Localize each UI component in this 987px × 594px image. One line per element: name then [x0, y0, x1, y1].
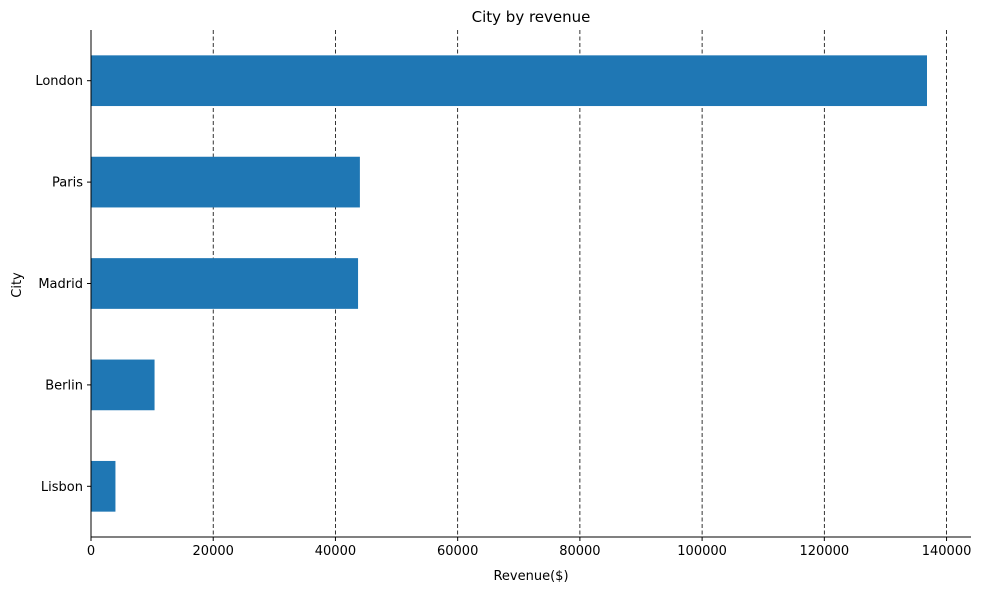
y-ticks: London Paris Madrid Berlin Lisbon — [35, 74, 91, 495]
bar-berlin — [91, 359, 155, 411]
x-tick-label: 0 — [87, 544, 95, 559]
x-tick-label: 80000 — [559, 544, 600, 559]
bar-lisbon — [91, 460, 116, 512]
x-axis-label: Revenue($) — [493, 569, 568, 584]
bar-paris — [91, 156, 360, 208]
x-tick-label: 140000 — [922, 544, 972, 559]
x-tick-label: 60000 — [437, 544, 478, 559]
bar-london — [91, 55, 927, 107]
bars — [91, 55, 927, 512]
x-tick-label: 20000 — [193, 544, 234, 559]
y-tick-label: Berlin — [45, 378, 83, 393]
chart-title: City by revenue — [472, 8, 591, 26]
x-tick-label: 120000 — [800, 544, 850, 559]
bar-madrid — [91, 258, 359, 309]
y-tick-label: Madrid — [38, 277, 83, 292]
grid-lines — [212, 30, 947, 537]
x-tick-label: 40000 — [315, 544, 356, 559]
y-axis-label: City — [10, 272, 25, 298]
y-tick-label: London — [35, 74, 83, 89]
y-tick-label: Paris — [52, 176, 83, 191]
x-tick-label: 100000 — [677, 544, 727, 559]
y-tick-label: Lisbon — [41, 480, 83, 495]
x-ticks: 0 20000 40000 60000 80000 100000 120000 140000 — [87, 537, 972, 559]
